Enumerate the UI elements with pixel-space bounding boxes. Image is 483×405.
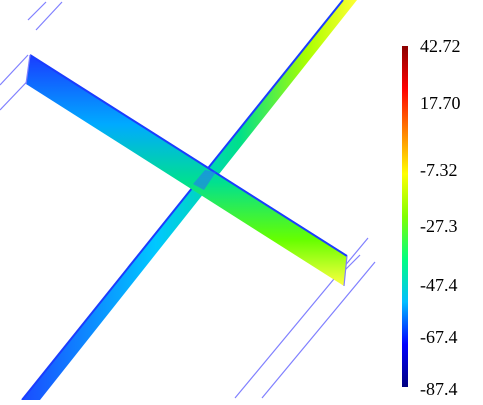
beam-plot xyxy=(0,0,376,401)
legend-tick-label: 17.70 xyxy=(420,93,461,113)
legend-tick-label: 42.72 xyxy=(420,36,461,56)
legend-tick-label: -87.4 xyxy=(420,379,458,399)
diagonal-beam-edge xyxy=(21,0,344,401)
diagonal-beam xyxy=(22,0,357,400)
intersection-joint xyxy=(193,170,216,190)
cross-beam-edge xyxy=(29,54,348,257)
legend-tick-label: -67.4 xyxy=(420,327,458,347)
legend-tick-label: -7.32 xyxy=(420,160,458,180)
legend-tick-label: -47.4 xyxy=(420,275,458,295)
colorbar xyxy=(402,46,408,387)
cross-beam xyxy=(26,55,347,286)
legend-tick-label: -27.3 xyxy=(420,216,458,236)
3d-viewport[interactable] xyxy=(0,0,400,401)
cross-beam-start xyxy=(25,54,31,85)
cross-beam-end xyxy=(343,255,348,287)
color-legend: 42.72 17.70 -7.32 -27.3 -47.4 -67.4 -87.… xyxy=(390,36,483,399)
